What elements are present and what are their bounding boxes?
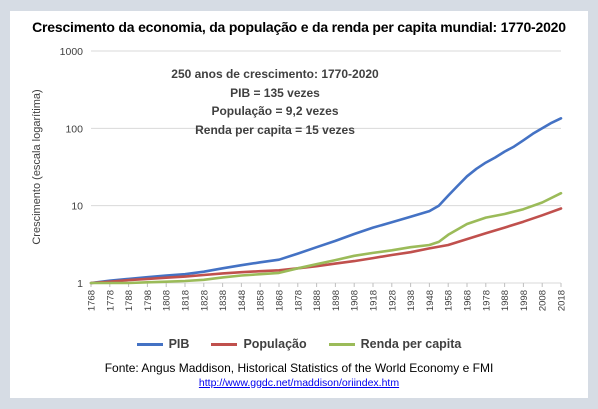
legend-label-renda: Renda per capita [360,337,462,351]
x-tick-label: 1998 [519,290,530,311]
legend-item-populacao: População [211,337,307,351]
y-tick-label: 100 [65,123,83,135]
y-axis-title: Crescimento (escala logarítima) [31,89,43,244]
x-tick-label: 1828 [199,290,210,311]
legend-swatch-pib [136,342,163,346]
series-line [89,191,563,285]
x-tick-label: 1848 [237,290,248,311]
x-tick-label: 1818 [181,290,192,311]
x-tick-label: 1778 [105,290,116,311]
chart-plot: 1 10 100 1000 1768 1778 1788 1798 1808 1818 1828 18… [31,46,568,311]
source-text: Fonte: Angus Maddison, Historical Statis… [104,361,494,375]
chart-title: Crescimento da economia, da população e … [32,19,566,35]
x-tick-label: 1808 [162,290,173,311]
x-tick-label: 1878 [293,290,304,311]
x-tick-label: 1898 [331,290,342,311]
x-tick-label: 1988 [500,290,511,311]
chart-annotation: 250 anos de crescimento: 1770-2020 PIB =… [155,65,395,139]
chart-frame: Crescimento da economia, da população e … [10,11,588,398]
x-tick-label: 1788 [124,290,135,311]
legend-label-populacao: População [243,337,307,351]
x-tick-label: 1858 [256,290,267,311]
annotation-line: PIB = 135 vezes [230,85,320,100]
legend-label-pib: PIB [168,337,190,351]
y-tick-label: 10 [71,201,83,213]
series-line [89,117,563,285]
legend-item-pib: PIB [136,337,190,351]
x-tick-label: 1938 [406,290,417,311]
x-tick-label: 1918 [369,290,380,311]
x-tick-label: 1958 [444,290,455,311]
series-line [89,207,563,285]
x-tick-label: 1838 [218,290,229,311]
annotation-line: 250 anos de crescimento: 1770-2020 [171,67,379,81]
x-tick-label: 1968 [463,290,474,311]
y-tick-label: 1 [77,278,83,290]
x-tick-label: 1798 [143,290,154,311]
x-tick-label: 2008 [538,290,549,311]
legend-swatch-renda [328,342,355,346]
y-tick-label: 1000 [60,46,84,58]
x-tick-label: 1928 [387,290,398,311]
source-link[interactable]: http://www.ggdc.net/maddison/oriindex.ht… [198,377,400,389]
x-tick-label: 2018 [557,290,568,311]
chart-legend: PIB População Renda per capita [10,337,588,351]
x-tick-label: 1948 [425,290,436,311]
legend-item-renda: Renda per capita [328,337,462,351]
x-tick-label: 1888 [312,290,323,311]
x-tick-label: 1868 [275,290,286,311]
x-tick-label: 1768 [87,290,98,311]
x-tick-label: 1978 [481,290,492,311]
x-tick-label: 1908 [350,290,361,311]
legend-swatch-populacao [211,342,238,346]
annotation-line: Renda per capita = 15 vezes [195,122,355,137]
annotation-line: População = 9,2 vezes [211,104,339,118]
